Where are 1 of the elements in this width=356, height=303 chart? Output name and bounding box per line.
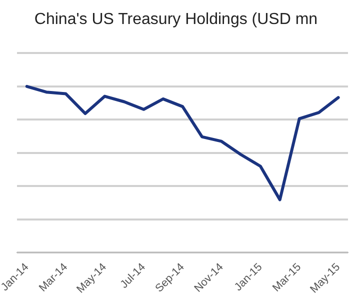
chart-title: China's US Treasury Holdings (USD mn — [34, 11, 318, 28]
